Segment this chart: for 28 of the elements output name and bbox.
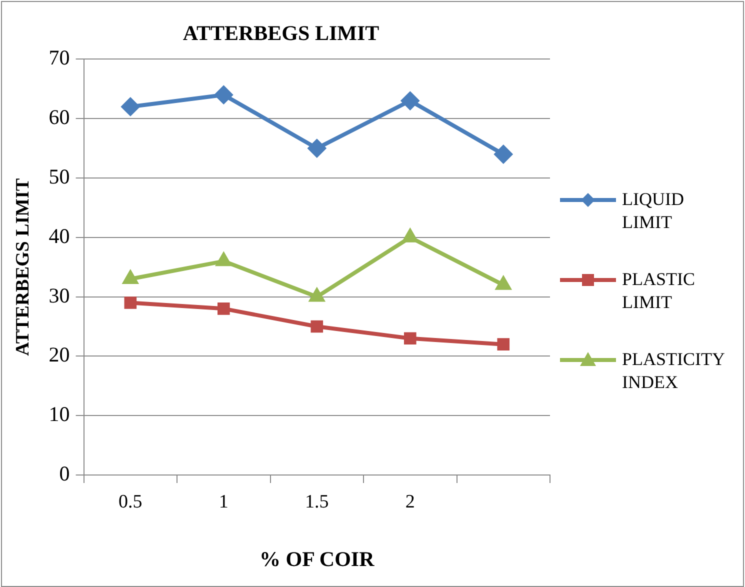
chart-title: ATTERBEGS LIMIT [182,21,380,46]
point [218,302,230,315]
point [400,91,420,110]
legend-label: PLASTICITY INDEX [622,348,726,394]
point [494,144,513,164]
point [404,332,416,345]
point [120,97,140,116]
x-tick-label: 0.5 [118,491,142,512]
point [124,296,137,309]
x-tick-label: 1.5 [305,491,329,512]
y-tick-label: 30 [48,283,70,308]
point [214,85,234,104]
y-tick-label: 60 [48,105,70,130]
y-tick-label: 70 [48,46,70,70]
legend-label: PLASTIC LIMIT [622,268,696,314]
y-tick-label: 50 [48,164,70,189]
point [310,320,324,333]
y-tick-label: 20 [48,342,70,367]
point [497,338,510,350]
legend-label: LIQUID LIMIT [622,188,685,234]
x-tick-label: 2 [405,491,415,512]
y-tick-label: 0 [59,462,70,486]
y-axis-title: ATTERBEGS LIMIT [12,178,34,356]
x-axis-title: % OF COIR [260,546,376,571]
x-tick-label: 1 [218,491,228,512]
y-tick-label: 40 [48,224,70,248]
point [307,138,326,158]
y-tick-label: 10 [48,402,70,426]
